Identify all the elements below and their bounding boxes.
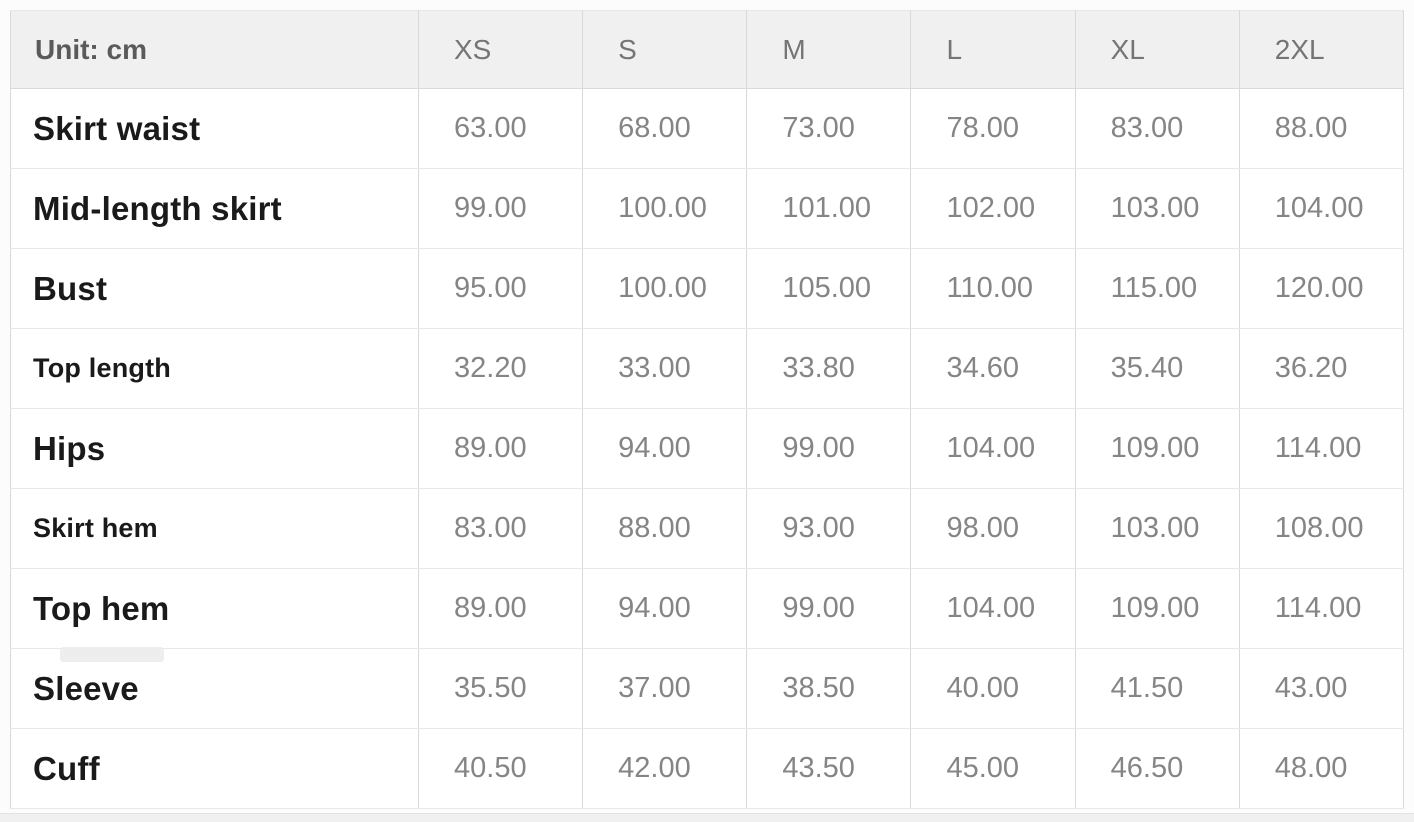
header-row: Unit: cm XS S M L XL 2XL (10, 10, 1405, 89)
table-row: Top hem 89.00 94.00 99.00 104.00 109.00 114.00 (10, 568, 1405, 649)
measurement-cell: 115.00 (1074, 248, 1240, 329)
measurement-cell: 43.50 (746, 728, 912, 809)
measurement-cell: 88.00 (582, 488, 748, 569)
measurement-cell: 104.00 (910, 408, 1076, 489)
measurement-cell: 110.00 (910, 248, 1076, 329)
measurement-cell: 33.00 (582, 328, 748, 409)
row-label: Top length (10, 328, 419, 409)
measurement-cell: 40.00 (910, 648, 1076, 729)
measurement-cell: 83.00 (1074, 88, 1240, 169)
measurement-cell: 105.00 (746, 248, 912, 329)
table-row: Top length 32.20 33.00 33.80 34.60 35.40 36.20 (10, 328, 1405, 409)
measurement-cell: 68.00 (582, 88, 748, 169)
measurement-cell: 99.00 (417, 168, 584, 249)
measurement-cell: 78.00 (910, 88, 1076, 169)
size-chart-table: Unit: cm XS S M L XL 2XL Skirt waist 63.00 68.0… (10, 10, 1405, 809)
measurement-cell: 35.50 (417, 648, 584, 729)
row-label: Top hem (10, 568, 419, 649)
measurement-cell: 46.50 (1074, 728, 1240, 809)
measurement-cell: 103.00 (1074, 488, 1240, 569)
row-label: Skirt hem (10, 488, 419, 569)
table-row: Bust 95.00 100.00 105.00 110.00 115.00 120.00 (10, 248, 1405, 329)
size-header-m: M (746, 10, 912, 89)
size-header-l: L (910, 10, 1076, 89)
measurement-cell: 32.20 (417, 328, 584, 409)
measurement-cell: 42.00 (582, 728, 748, 809)
table-row: Cuff 40.50 42.00 43.50 45.00 46.50 48.00 (10, 728, 1405, 809)
measurement-cell: 108.00 (1238, 488, 1405, 569)
smudge-artifact (60, 647, 164, 662)
row-label: Mid-length skirt (10, 168, 419, 249)
measurement-cell: 73.00 (746, 88, 912, 169)
row-label: Bust (10, 248, 419, 329)
row-label: Sleeve (10, 648, 419, 729)
measurement-cell: 38.50 (746, 648, 912, 729)
measurement-cell: 104.00 (910, 568, 1076, 649)
table-row: Skirt waist 63.00 68.00 73.00 78.00 83.00 88.0… (10, 88, 1405, 169)
measurement-cell: 33.80 (746, 328, 912, 409)
measurement-cell: 109.00 (1074, 568, 1240, 649)
measurement-cell: 95.00 (417, 248, 584, 329)
measurement-cell: 98.00 (910, 488, 1076, 569)
measurement-cell: 35.40 (1074, 328, 1240, 409)
table-row: Hips 89.00 94.00 99.00 104.00 109.00 114.00 (10, 408, 1405, 489)
table-row: Skirt hem 83.00 88.00 93.00 98.00 103.00 108.0… (10, 488, 1405, 569)
measurement-cell: 89.00 (417, 408, 584, 489)
measurement-cell: 63.00 (417, 88, 584, 169)
table-row: Mid-length skirt 99.00 100.00 101.00 102.00 1… (10, 168, 1405, 249)
measurement-cell: 48.00 (1238, 728, 1405, 809)
measurement-cell: 93.00 (746, 488, 912, 569)
table-body: Skirt waist 63.00 68.00 73.00 78.00 83.00 88.0… (10, 88, 1405, 809)
measurement-cell: 41.50 (1074, 648, 1240, 729)
measurement-cell: 99.00 (746, 568, 912, 649)
measurement-cell: 36.20 (1238, 328, 1405, 409)
measurement-cell: 109.00 (1074, 408, 1240, 489)
row-label: Skirt waist (10, 88, 419, 169)
size-header-2xl: 2XL (1238, 10, 1405, 89)
row-label: Cuff (10, 728, 419, 809)
measurement-cell: 101.00 (746, 168, 912, 249)
measurement-cell: 34.60 (910, 328, 1076, 409)
measurement-cell: 102.00 (910, 168, 1076, 249)
measurement-cell: 37.00 (582, 648, 748, 729)
measurement-cell: 100.00 (582, 168, 748, 249)
measurement-cell: 45.00 (910, 728, 1076, 809)
measurement-cell: 43.00 (1238, 648, 1405, 729)
measurement-cell: 88.00 (1238, 88, 1405, 169)
row-label: Hips (10, 408, 419, 489)
table-row: Sleeve 35.50 37.00 38.50 40.00 41.50 43.00 (10, 648, 1405, 729)
size-header-s: S (582, 10, 748, 89)
measurement-cell: 103.00 (1074, 168, 1240, 249)
unit-header-cell: Unit: cm (10, 10, 419, 89)
measurement-cell: 104.00 (1238, 168, 1405, 249)
measurement-cell: 120.00 (1238, 248, 1405, 329)
measurement-cell: 100.00 (582, 248, 748, 329)
measurement-cell: 99.00 (746, 408, 912, 489)
measurement-cell: 40.50 (417, 728, 584, 809)
measurement-cell: 83.00 (417, 488, 584, 569)
measurement-cell: 89.00 (417, 568, 584, 649)
measurement-cell: 114.00 (1238, 568, 1405, 649)
measurement-cell: 114.00 (1238, 408, 1405, 489)
measurement-cell: 94.00 (582, 568, 748, 649)
page-bottom-strip (0, 813, 1414, 822)
size-header-xl: XL (1074, 10, 1240, 89)
size-header-xs: XS (417, 10, 584, 89)
measurement-cell: 94.00 (582, 408, 748, 489)
table-head: Unit: cm XS S M L XL 2XL (10, 10, 1405, 89)
